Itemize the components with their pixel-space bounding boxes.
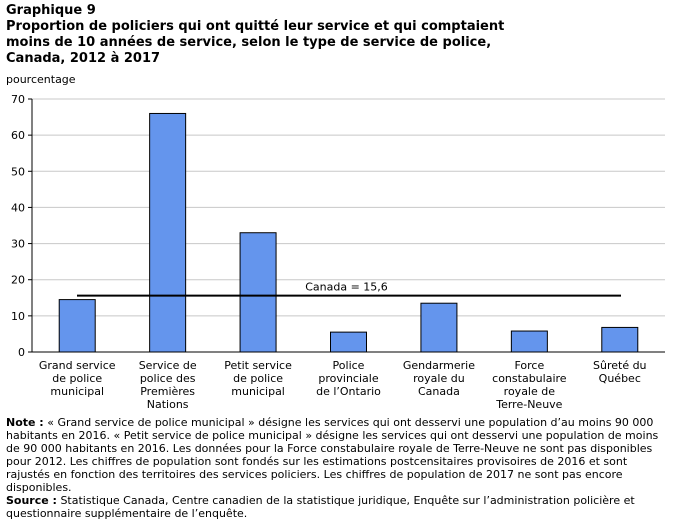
x-tick-label: Sûreté du: [593, 359, 647, 372]
y-axis-label: pourcentage: [6, 73, 76, 86]
y-tick-label: 30: [11, 238, 25, 251]
bar: [510, 330, 548, 353]
x-tick-label: municipal: [50, 385, 104, 398]
x-tick-label: royale du: [413, 372, 465, 385]
chart-title-block: Graphique 9 Proportion de policiers qui …: [6, 3, 666, 67]
bar: [420, 302, 458, 353]
x-tick-label: Terre-Neuve: [495, 398, 562, 411]
y-tick-label: 0: [18, 346, 25, 359]
x-tick-label: de police: [52, 372, 102, 385]
source-label: Source :: [6, 494, 57, 507]
x-tick-label: Gendarmerie: [403, 359, 475, 372]
x-tick-label: royale de: [504, 385, 556, 398]
x-tick-label: Nations: [147, 398, 189, 411]
chart-title-line-1: Proportion de policiers qui ont quitté l…: [6, 19, 505, 34]
chart-title-line-3: Canada, 2012 à 2017: [6, 51, 161, 66]
x-tick-label: municipal: [231, 385, 285, 398]
source-paragraph: Source : Statistique Canada, Centre cana…: [6, 494, 668, 520]
note-label: Note :: [6, 416, 44, 429]
x-tick-label: Premières: [140, 385, 195, 398]
x-tick-label: Grand service: [39, 359, 116, 372]
graph-number: Graphique 9: [6, 3, 96, 18]
bar: [239, 232, 277, 353]
bar-chart: 0 10 20 30 40 50 60 70 Canada = 15,6 Grand servic…: [11, 93, 665, 411]
y-tick-label: 10: [11, 310, 25, 323]
y-tick-label: 20: [11, 274, 25, 287]
x-tick-label: police des: [140, 372, 196, 385]
y-tick-label: 50: [11, 165, 25, 178]
bar: [330, 331, 367, 353]
chart-title-line-2: moins de 10 années de service, selon le …: [6, 35, 492, 50]
x-tick-label: Canada: [418, 385, 460, 398]
bar: [149, 112, 187, 353]
x-tick-label: Force: [514, 359, 544, 372]
x-tick-label: constabulaire: [492, 372, 567, 385]
x-tick-label: Petit service: [224, 359, 292, 372]
x-tick-label: Police: [333, 359, 365, 372]
bar: [58, 299, 96, 353]
note-text: « Grand service de police municipal » dé…: [6, 416, 659, 494]
reference-line-label: Canada = 15,6: [305, 281, 388, 294]
y-tick-label: 60: [11, 129, 25, 142]
source-text: Statistique Canada, Centre canadien de l…: [6, 494, 635, 520]
x-tick-label: provinciale: [318, 372, 378, 385]
y-tick-label: 70: [11, 93, 25, 106]
x-tick-label: de l’Ontario: [316, 385, 381, 398]
x-tick-label: Québec: [599, 372, 641, 385]
chart-notes: Note : « Grand service de police municip…: [6, 416, 668, 520]
note-paragraph: Note : « Grand service de police municip…: [6, 416, 668, 494]
y-tick-label: 40: [11, 201, 25, 214]
bar: [601, 326, 639, 353]
x-tick-label: Service de: [139, 359, 197, 372]
x-tick-label: de police: [233, 372, 283, 385]
